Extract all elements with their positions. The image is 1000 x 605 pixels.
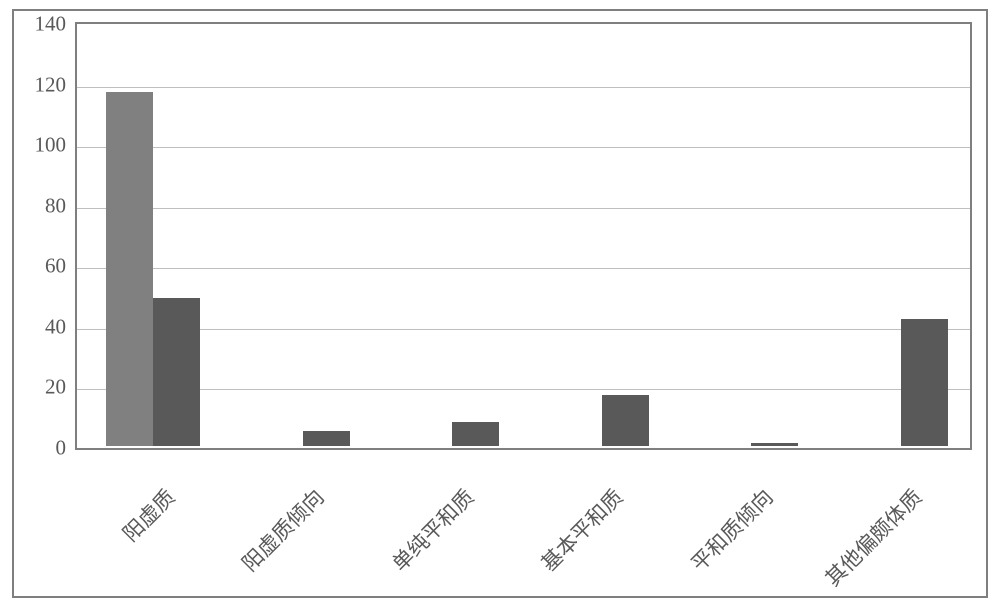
gridline: [77, 208, 970, 209]
gridline: [77, 389, 970, 390]
y-tick-label: 100: [11, 133, 66, 158]
bar: [452, 422, 499, 446]
bar: [751, 443, 798, 446]
bar: [602, 395, 649, 446]
gridline: [77, 268, 970, 269]
y-tick-label: 80: [11, 193, 66, 218]
y-tick-label: 20: [11, 375, 66, 400]
gridline: [77, 147, 970, 148]
bar: [153, 298, 200, 446]
gridline: [77, 87, 970, 88]
y-tick-label: 120: [11, 72, 66, 97]
bar: [901, 319, 948, 446]
bar: [303, 431, 350, 446]
y-tick-label: 40: [11, 314, 66, 339]
y-tick-label: 60: [11, 254, 66, 279]
y-tick-label: 140: [11, 12, 66, 37]
plot-area: [75, 22, 972, 450]
y-tick-label: 0: [11, 436, 66, 461]
bar: [106, 92, 153, 446]
gridline: [77, 329, 970, 330]
